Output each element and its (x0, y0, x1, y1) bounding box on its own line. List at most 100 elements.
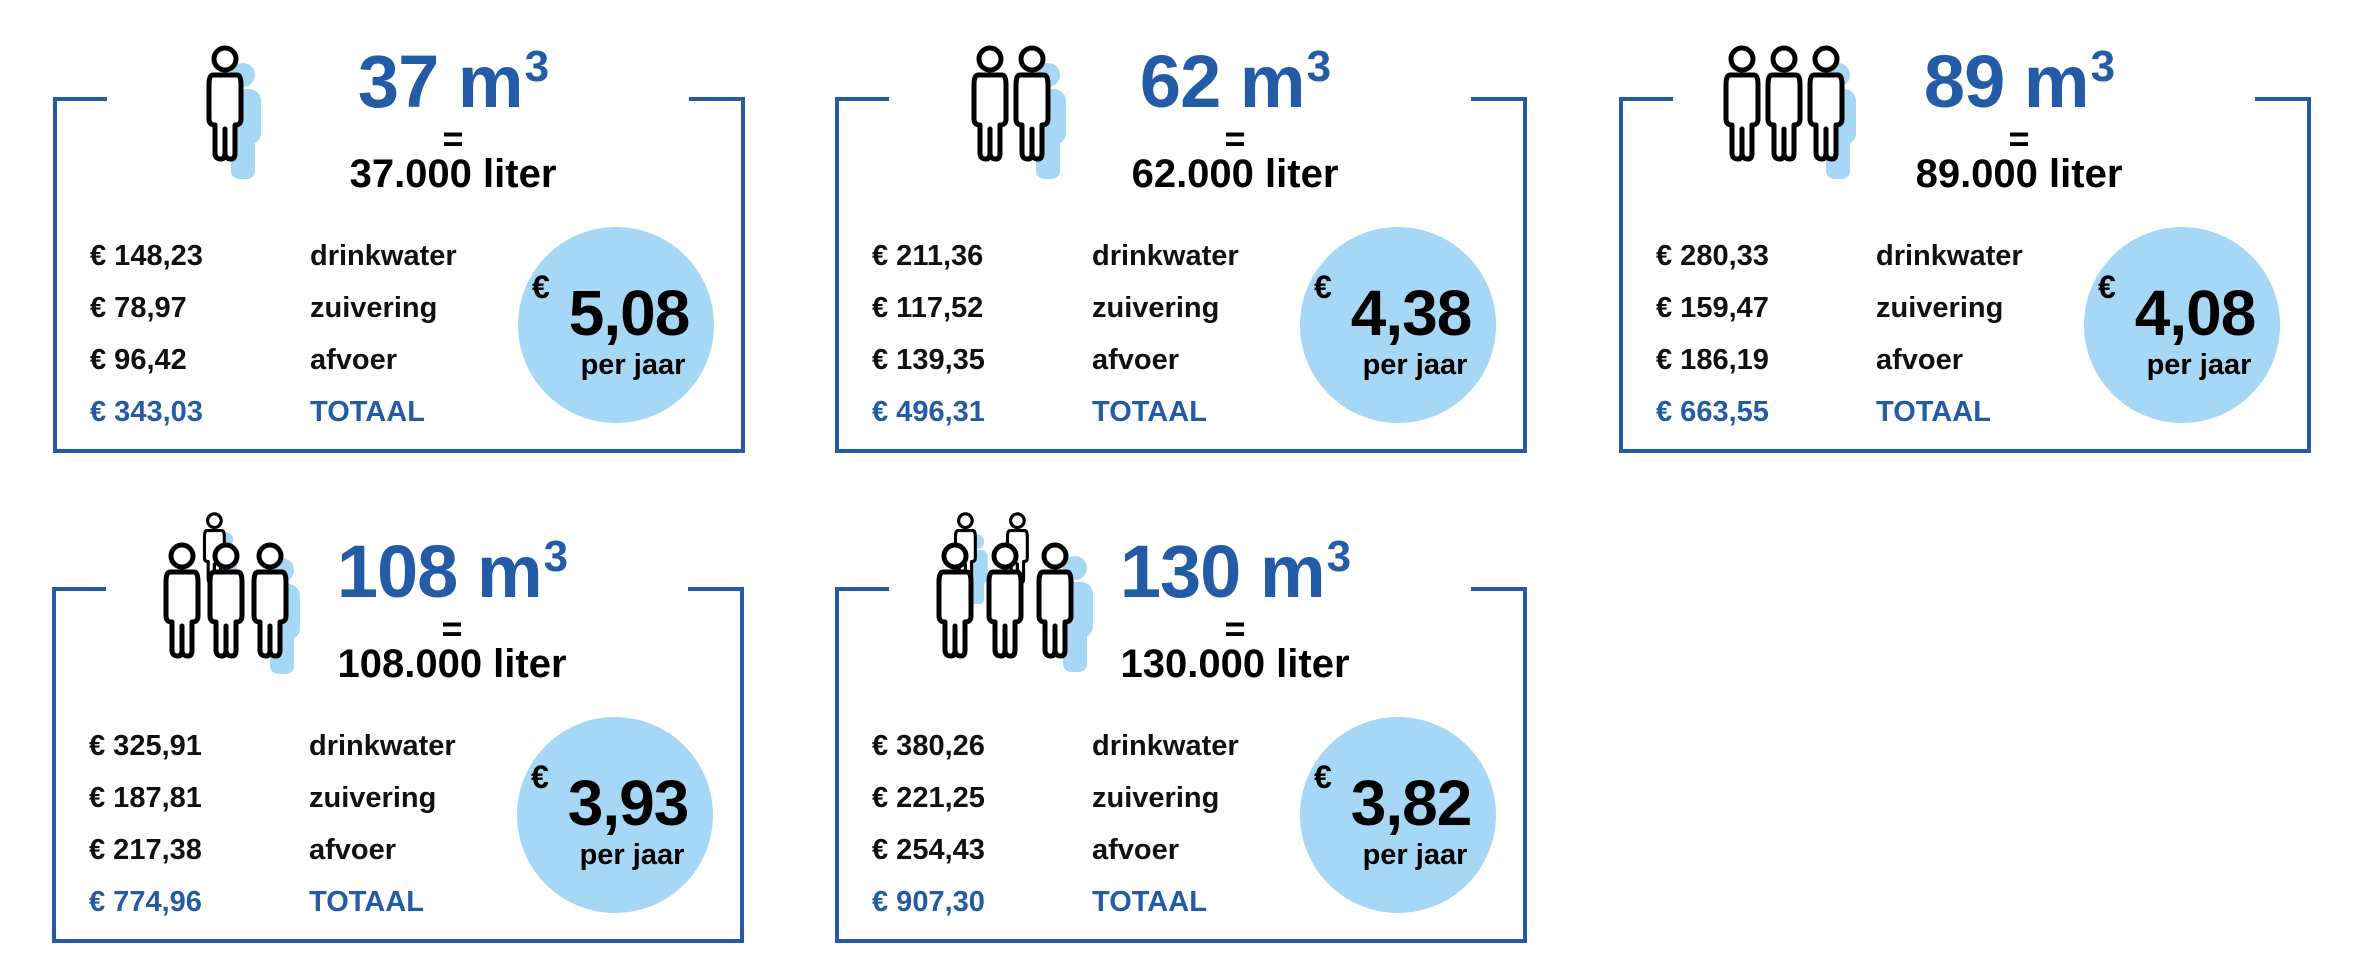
household-card-4-persons: 108 m3 = 108.000 liter € 325,91 drinkwate… (52, 512, 744, 943)
annual-volume: 108 m3 (336, 530, 568, 613)
cost-amount: € 254,43 (872, 833, 985, 866)
price-period: per jaar (579, 839, 685, 871)
cost-amount: € 221,25 (872, 781, 985, 814)
cost-label: drinkwater (310, 239, 457, 272)
euro-sign: € (2098, 269, 2116, 305)
volume-in-liters: 108.000 liter (337, 642, 567, 686)
annual-volume: 130 m3 (1119, 530, 1351, 613)
frame-top-left-segment (1619, 97, 1673, 101)
price-period: per jaar (1362, 349, 1468, 381)
cost-row-afvoer: € 186,19 afvoer (1656, 334, 2023, 386)
cost-row-drinkwater: € 280,33 drinkwater (1656, 230, 2023, 282)
frame-top-right-segment (2255, 97, 2311, 101)
cost-amount: € 325,91 (89, 729, 202, 762)
total-label: TOTAAL (310, 395, 425, 428)
cost-amount: € 217,38 (89, 833, 202, 866)
frame-top-right-segment (689, 97, 745, 101)
cost-breakdown: € 325,91 drinkwater € 187,81 zuivering € 2… (89, 720, 456, 928)
frame-top-right-segment (1471, 587, 1527, 591)
total-amount: € 907,30 (872, 885, 985, 918)
people-icon-4 (162, 512, 312, 674)
household-card-3-persons: 89 m3 = 89.000 liter € 280,33 drinkwater … (1619, 42, 2311, 453)
card-frame (52, 587, 744, 943)
total-label: TOTAAL (1092, 885, 1207, 918)
euro-sign: € (531, 759, 549, 795)
cost-amount: € 139,35 (872, 343, 985, 376)
people-icon-1 (205, 45, 275, 185)
euro-sign: € (1314, 269, 1332, 305)
cost-label: zuivering (1876, 291, 2004, 324)
price-per-m3-badge: € 4,38 per jaar (1300, 227, 1496, 423)
card-frame (53, 97, 745, 453)
cost-amount: € 187,81 (89, 781, 202, 814)
cost-label: drinkwater (1876, 239, 2023, 272)
people-icon-5 (935, 512, 1095, 672)
cost-row-afvoer: € 217,38 afvoer (89, 824, 456, 876)
cost-amount: € 148,23 (90, 239, 203, 272)
cost-breakdown: € 148,23 drinkwater € 78,97 zuivering € 96… (90, 230, 457, 438)
card-frame (1619, 97, 2311, 453)
total-amount: € 496,31 (872, 395, 985, 428)
cost-amount: € 159,47 (1656, 291, 1769, 324)
price-value: 4,38 (1350, 277, 1473, 349)
frame-top-left-segment (52, 587, 106, 591)
price-period: per jaar (580, 349, 686, 381)
cost-breakdown: € 211,36 drinkwater € 117,52 zuivering € 1… (872, 230, 1239, 438)
cost-row-zuivering: € 187,81 zuivering (89, 772, 456, 824)
cost-label: drinkwater (1092, 239, 1239, 272)
cost-row-zuivering: € 78,97 zuivering (90, 282, 457, 334)
total-amount: € 774,96 (89, 885, 202, 918)
euro-sign: € (1314, 759, 1332, 795)
frame-top-left-segment (53, 97, 107, 101)
cost-label: afvoer (1092, 833, 1180, 866)
equals-sign: = (442, 118, 464, 159)
volume-in-liters: 62.000 liter (1131, 152, 1339, 196)
cost-amount: € 96,42 (90, 343, 187, 376)
household-card-2-persons: 62 m3 = 62.000 liter € 211,36 drinkwater … (835, 42, 1527, 453)
cost-row-total: € 774,96 TOTAAL (89, 876, 456, 928)
cost-row-drinkwater: € 325,91 drinkwater (89, 720, 456, 772)
total-amount: € 663,55 (1656, 395, 1769, 428)
equals-sign: = (1224, 608, 1246, 649)
cost-row-zuivering: € 117,52 zuivering (872, 282, 1239, 334)
euro-sign: € (532, 269, 550, 305)
cost-row-afvoer: € 96,42 afvoer (90, 334, 457, 386)
cost-amount: € 117,52 (872, 291, 984, 324)
people-icon-3 (1722, 45, 1872, 185)
cost-label: afvoer (309, 833, 397, 866)
cost-label: zuivering (1092, 781, 1220, 814)
equals-sign: = (1224, 118, 1246, 159)
cost-label: afvoer (1876, 343, 1964, 376)
cost-row-total: € 496,31 TOTAAL (872, 386, 1239, 438)
cost-label: zuivering (309, 781, 437, 814)
cost-row-zuivering: € 159,47 zuivering (1656, 282, 2023, 334)
total-amount: € 343,03 (90, 395, 203, 428)
equals-sign: = (2008, 118, 2030, 159)
cost-amount: € 211,36 (872, 239, 984, 272)
cost-amount: € 78,97 (90, 291, 187, 324)
cost-label: zuivering (1092, 291, 1220, 324)
total-label: TOTAAL (1876, 395, 1991, 428)
card-frame (835, 97, 1527, 453)
annual-volume: 89 m3 (1923, 40, 2115, 123)
cost-amount: € 186,19 (1656, 343, 1769, 376)
cost-row-drinkwater: € 380,26 drinkwater (872, 720, 1239, 772)
annual-volume: 37 m3 (357, 40, 549, 123)
cost-row-afvoer: € 254,43 afvoer (872, 824, 1239, 876)
cost-label: afvoer (310, 343, 398, 376)
cost-breakdown: € 280,33 drinkwater € 159,47 zuivering € 1… (1656, 230, 2023, 438)
price-period: per jaar (1362, 839, 1468, 871)
cost-amount: € 280,33 (1656, 239, 1769, 272)
price-per-m3-badge: € 3,93 per jaar (517, 717, 713, 913)
cost-row-total: € 343,03 TOTAAL (90, 386, 457, 438)
cost-row-total: € 663,55 TOTAAL (1656, 386, 2023, 438)
cost-row-drinkwater: € 148,23 drinkwater (90, 230, 457, 282)
frame-top-left-segment (835, 587, 889, 591)
cost-label: drinkwater (309, 729, 456, 762)
annual-volume: 62 m3 (1139, 40, 1331, 123)
total-label: TOTAAL (1092, 395, 1207, 428)
household-card-5-persons: 130 m3 = 130.000 liter € 380,26 drinkwate… (835, 512, 1527, 943)
price-value: 4,08 (2134, 277, 2257, 349)
frame-top-left-segment (835, 97, 889, 101)
price-value: 5,08 (568, 277, 691, 349)
